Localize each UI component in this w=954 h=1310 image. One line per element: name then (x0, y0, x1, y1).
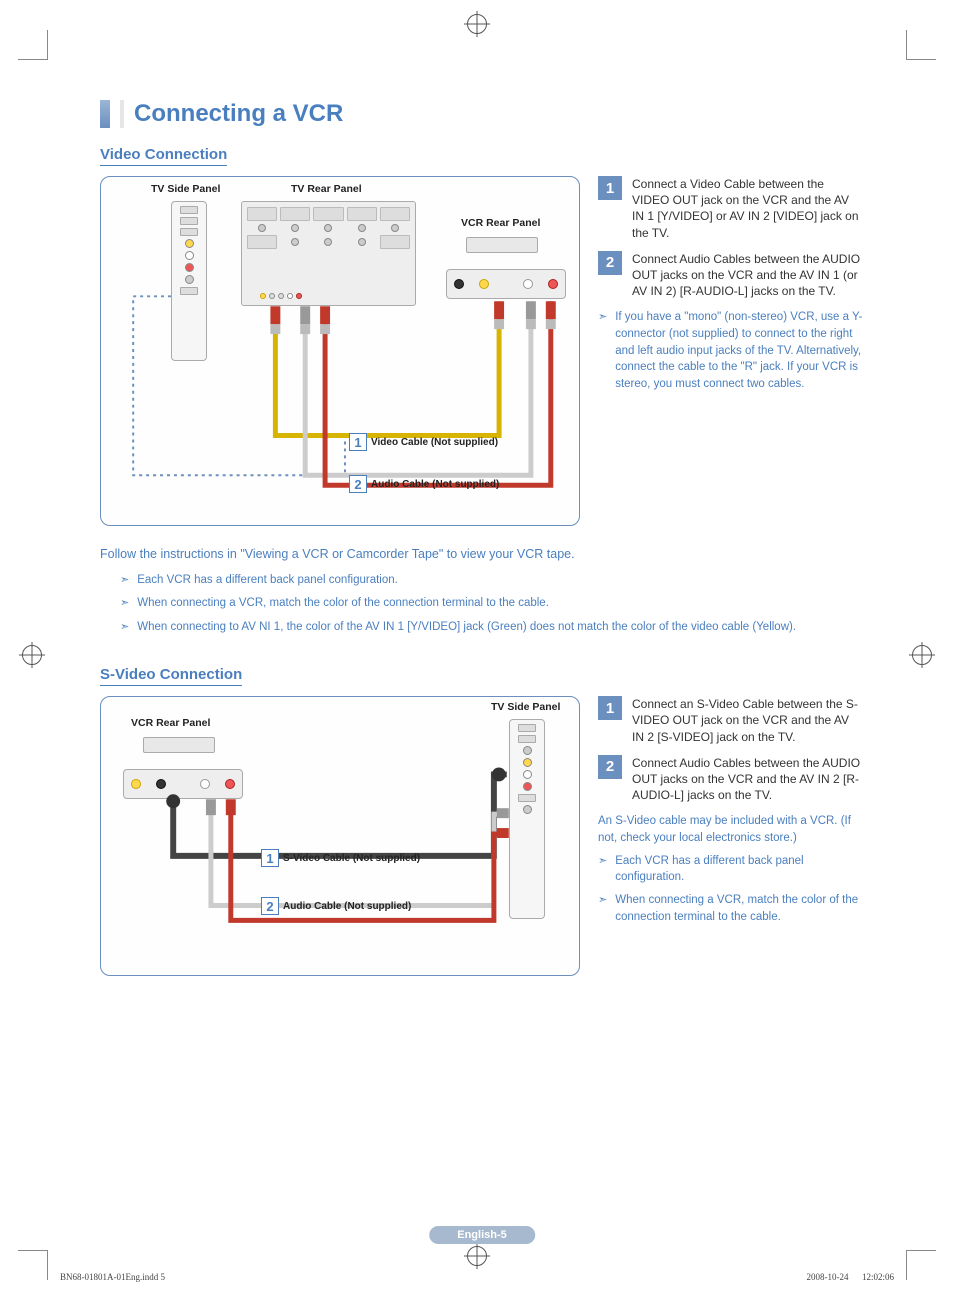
step-1-b: 1 Connect an S-Video Cable between the S… (598, 696, 864, 745)
page-content: Connecting a VCR Video Connection TV Sid… (100, 100, 864, 1230)
section-b-row: VCR Rear Panel TV Side Panel (100, 696, 864, 976)
callout-num-2: 2 (349, 475, 367, 493)
tv-side-panel-graphic (171, 201, 207, 361)
svideo-lead-note: An S-Video cable may be included with a … (598, 813, 864, 846)
svideo-note-text: When connecting a VCR, match the color o… (615, 892, 864, 925)
step-2-text: Connect Audio Cables between the AUDIO O… (632, 251, 864, 300)
crop-mark-bl (18, 1250, 48, 1280)
svideo-note-row: ➣ Each VCR has a different back panel co… (598, 853, 864, 886)
jack-audio-white-icon (523, 279, 533, 289)
jack-audio-white-icon (200, 779, 210, 789)
page-number-badge: English-5 (429, 1226, 535, 1244)
registration-mark-right (912, 645, 932, 665)
svideo-note-text: Each VCR has a different back panel conf… (615, 853, 864, 886)
callout-audio-cable: 2 Audio Cable (Not supplied) (349, 475, 499, 493)
callout-num-2-b: 2 (261, 897, 279, 915)
jack-audio-red-icon (225, 779, 235, 789)
callout-audio-cable-label-b: Audio Cable (Not supplied) (283, 901, 411, 912)
step-1-text: Connect a Video Cable between the VIDEO … (632, 176, 864, 241)
step-num-1: 1 (598, 176, 622, 200)
arrow-bullet-icon: ➣ (598, 309, 607, 392)
crop-mark-tl (18, 30, 48, 60)
jack-video-yellow-icon (131, 779, 141, 789)
registration-mark-left (22, 645, 42, 665)
callout-audio-cable-b: 2 Audio Cable (Not supplied) (261, 897, 411, 915)
arrow-bullet-icon: ➣ (598, 853, 607, 886)
svideo-note-row: ➣ When connecting a VCR, match the color… (598, 892, 864, 925)
vcr-jack-panel-b (123, 769, 243, 799)
diagram-video-connection: TV Side Panel TV Rear Panel VCR Rear Pan… (100, 176, 580, 526)
callout-num-1-b: 1 (261, 849, 279, 867)
callout-svideo-cable: 1 S-Video Cable (Not supplied) (261, 849, 420, 867)
callout-svideo-cable-label: S-Video Cable (Not supplied) (283, 853, 420, 864)
label-vcr-rear-b: VCR Rear Panel (131, 717, 210, 729)
step-2-b: 2 Connect Audio Cables between the AUDIO… (598, 755, 864, 804)
step-1-b-text: Connect an S-Video Cable between the S-V… (632, 696, 864, 745)
callout-video-cable-label: Video Cable (Not supplied) (371, 437, 498, 448)
note-text: When connecting a VCR, match the color o… (137, 595, 549, 613)
callout-video-cable: 1 Video Cable (Not supplied) (349, 433, 498, 451)
label-tv-side-b: TV Side Panel (491, 701, 560, 713)
title-accent-icon (100, 100, 110, 128)
vcr-device-graphic-b (143, 737, 215, 753)
callout-audio-cable-label: Audio Cable (Not supplied) (371, 479, 499, 490)
note-row: ➣ Each VCR has a different back panel co… (120, 572, 864, 590)
mono-note: ➣ If you have a "mono" (non-stereo) VCR,… (598, 309, 864, 392)
arrow-bullet-icon: ➣ (120, 572, 129, 590)
registration-mark-top (467, 14, 487, 34)
note-text: When connecting to AV NI 1, the color of… (137, 619, 796, 637)
arrow-bullet-icon: ➣ (120, 619, 129, 637)
step-2-b-text: Connect Audio Cables between the AUDIO O… (632, 755, 864, 804)
crop-mark-br (906, 1250, 936, 1280)
arrow-bullet-icon: ➣ (120, 595, 129, 613)
label-vcr-rear-panel: VCR Rear Panel (461, 217, 540, 229)
section-header-svideo: S-Video Connection (100, 666, 242, 686)
label-tv-side-panel: TV Side Panel (151, 183, 220, 195)
step-num-2: 2 (598, 251, 622, 275)
step-num-2-b: 2 (598, 755, 622, 779)
step-1: 1 Connect a Video Cable between the VIDE… (598, 176, 864, 241)
title-bar: Connecting a VCR (100, 100, 864, 128)
registration-mark-bottom (467, 1246, 487, 1266)
callout-num-1: 1 (349, 433, 367, 451)
tv-side-panel-graphic-b (509, 719, 545, 919)
print-footer: BN68-01801A-01Eng.indd 5 2008-10-24 12:0… (60, 1272, 894, 1282)
mono-note-text: If you have a "mono" (non-stereo) VCR, u… (615, 309, 864, 392)
label-tv-rear-panel: TV Rear Panel (291, 183, 362, 195)
note-row: ➣ When connecting to AV NI 1, the color … (120, 619, 864, 637)
vcr-jack-panel (446, 269, 566, 299)
follow-instructions-text: Follow the instructions in "Viewing a VC… (100, 546, 864, 564)
section-header-video: Video Connection (100, 146, 227, 166)
jack-svideo-icon (454, 279, 464, 289)
footer-right: 2008-10-24 12:02:06 (807, 1272, 895, 1282)
tv-rear-panel-graphic (241, 201, 416, 306)
jack-video-yellow-icon (479, 279, 489, 289)
diagram-svideo-connection: VCR Rear Panel TV Side Panel (100, 696, 580, 976)
note-text: Each VCR has a different back panel conf… (137, 572, 398, 590)
step-num-1-b: 1 (598, 696, 622, 720)
jack-audio-red-icon (548, 279, 558, 289)
arrow-bullet-icon: ➣ (598, 892, 607, 925)
note-row: ➣ When connecting a VCR, match the color… (120, 595, 864, 613)
steps-video: 1 Connect a Video Cable between the VIDE… (598, 176, 864, 393)
vcr-device-graphic (466, 237, 538, 253)
section-a-row: TV Side Panel TV Rear Panel VCR Rear Pan… (100, 176, 864, 526)
footer-left: BN68-01801A-01Eng.indd 5 (60, 1272, 165, 1282)
title-divider-icon (120, 100, 124, 128)
page-title: Connecting a VCR (134, 100, 343, 128)
video-notes-list: ➣ Each VCR has a different back panel co… (120, 572, 864, 637)
step-2: 2 Connect Audio Cables between the AUDIO… (598, 251, 864, 300)
crop-mark-tr (906, 30, 936, 60)
jack-svideo-icon (156, 779, 166, 789)
steps-svideo: 1 Connect an S-Video Cable between the S… (598, 696, 864, 925)
